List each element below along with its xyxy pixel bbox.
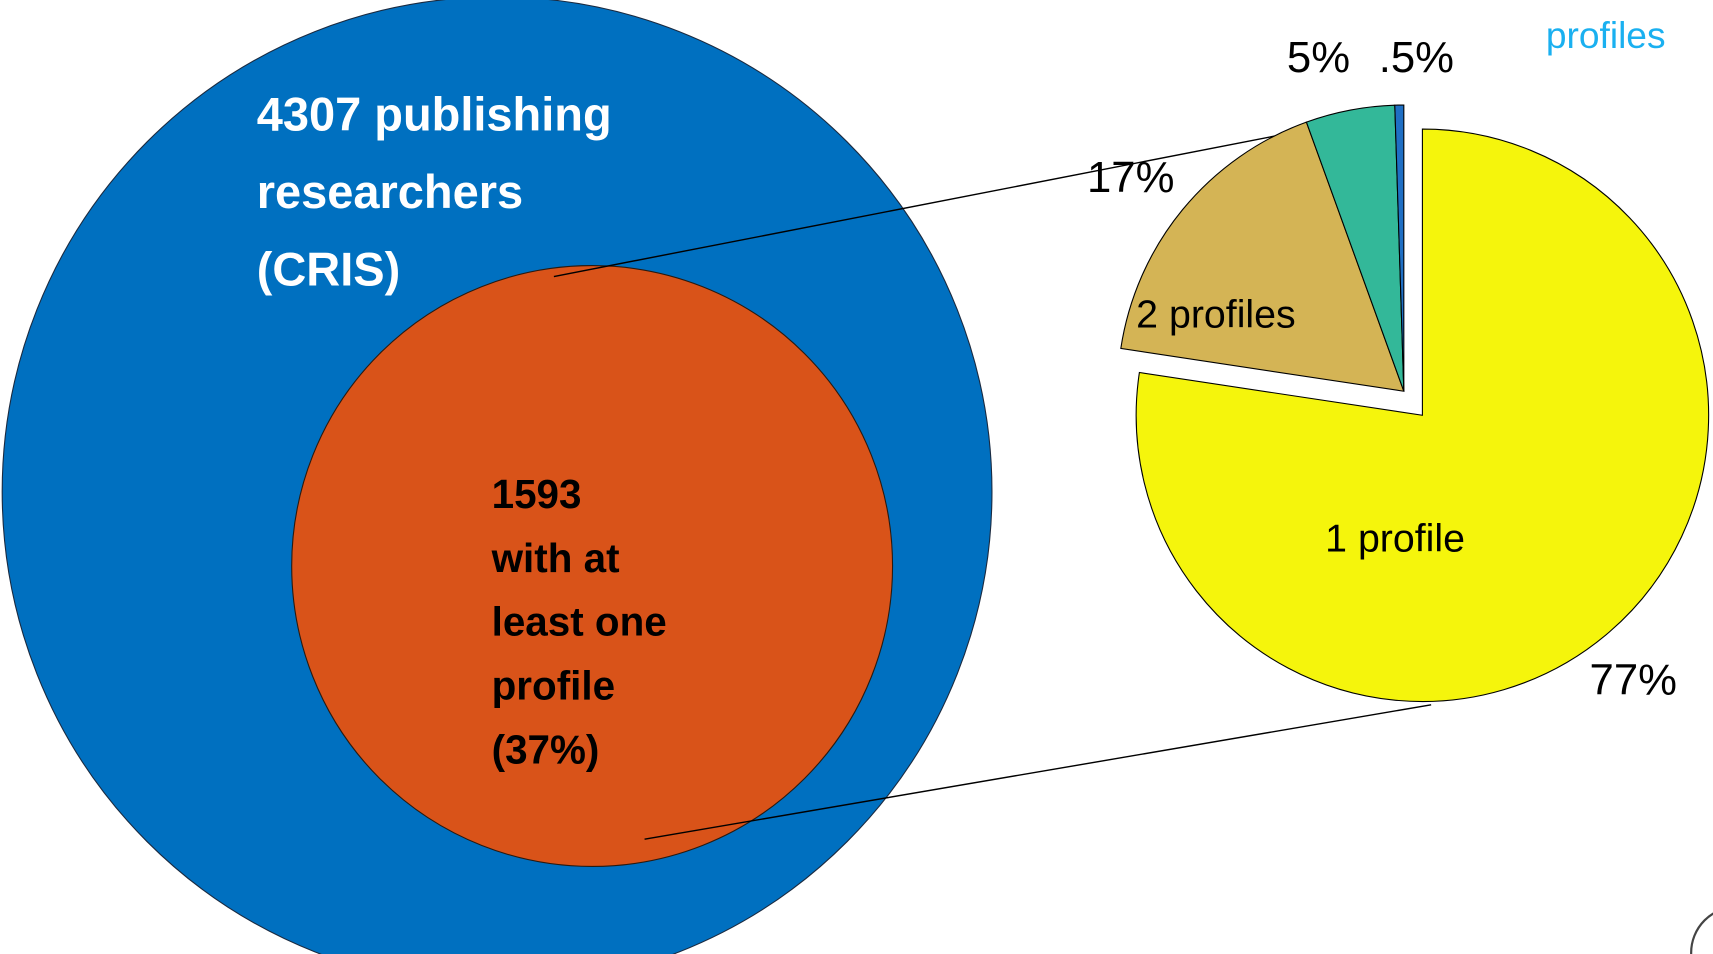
slice-label: 2 profiles (1136, 292, 1296, 336)
value-label: .5% (1379, 33, 1454, 82)
value-label: 5% (1287, 33, 1350, 82)
connector-line (644, 704, 1432, 840)
slice-label: 1 profile (1325, 516, 1465, 560)
pie-slice (1135, 128, 1710, 703)
pie-slice (1120, 121, 1405, 392)
annotation: profiles (1546, 14, 1666, 56)
inner-label-line: profile (492, 663, 615, 709)
outer-label: 4307 publishing researchers (CRIS) (257, 88, 612, 296)
inner-label: 1593 with at least one profile (37%) (491, 471, 667, 773)
outer-label-line: 4307 publishing (257, 88, 612, 141)
inner-label-line: least one (492, 599, 667, 645)
value-label: 17% (1087, 153, 1174, 202)
outer-label-line: researchers (257, 165, 523, 218)
inner-label-line: (37%) (492, 727, 600, 773)
outer-label-line: (CRIS) (257, 243, 401, 296)
logo (1690, 912, 1713, 954)
pie: 77% 17% 5% .5% 1 profile 2 profiles (1087, 33, 1710, 704)
inner-circle (291, 265, 894, 868)
value-label: 77% (1590, 655, 1677, 704)
inner-label-line: with at (491, 535, 620, 581)
inner-label-line: 1593 (492, 471, 582, 517)
connector-line (553, 128, 1312, 278)
pie-slice (1394, 104, 1405, 392)
